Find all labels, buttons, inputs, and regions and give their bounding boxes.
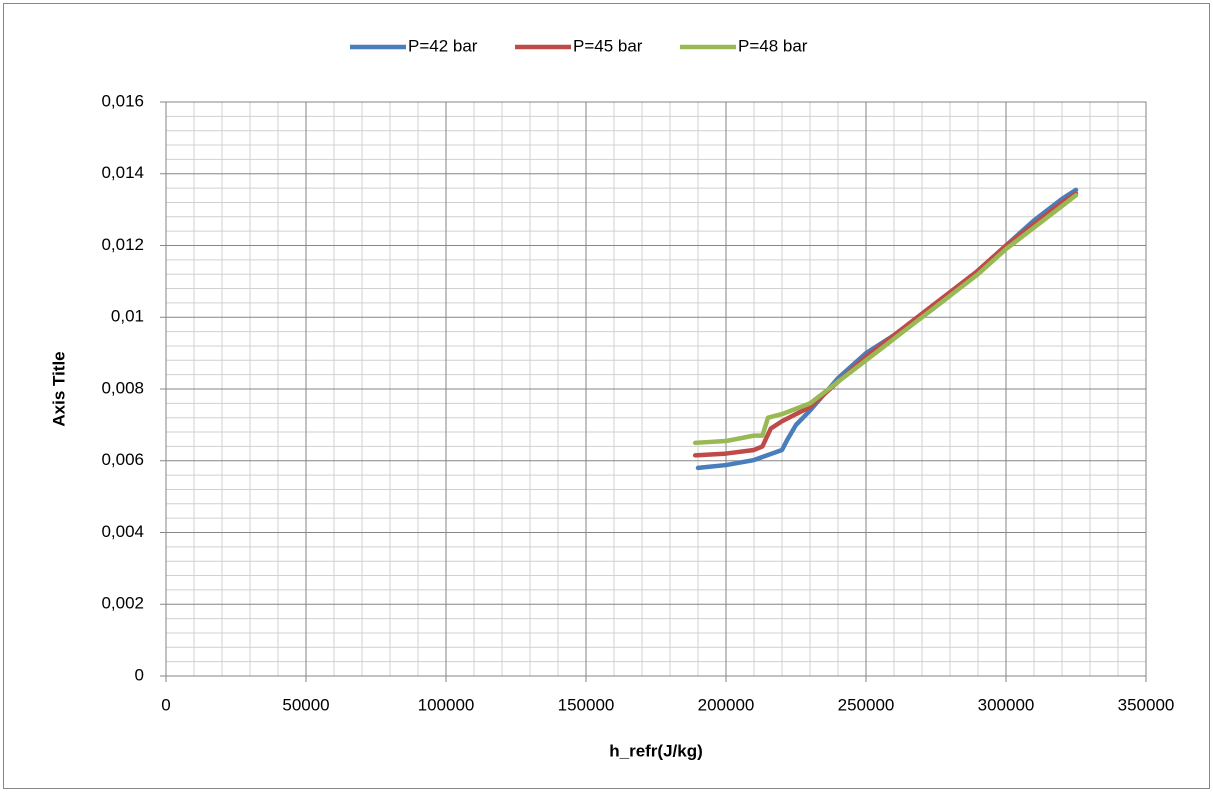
x-tick-label: 100000 xyxy=(418,695,475,714)
x-tick-label: 350000 xyxy=(1118,695,1175,714)
chart-border xyxy=(3,3,1210,789)
legend-label: P=42 bar xyxy=(408,36,478,55)
plot-frame xyxy=(165,101,1147,677)
legend-label: P=48 bar xyxy=(738,36,808,55)
y-tick-label: 0,016 xyxy=(101,91,144,110)
x-tick-label: 50000 xyxy=(282,695,329,714)
y-tick-label: 0,01 xyxy=(111,307,144,326)
y-tick-label: 0 xyxy=(135,665,144,684)
series-line xyxy=(692,191,1079,458)
series-line xyxy=(692,193,1079,446)
y-tick-label: 0,014 xyxy=(101,163,144,182)
x-tick-label: 150000 xyxy=(558,695,615,714)
x-tick-label: 200000 xyxy=(698,695,755,714)
y-tick-label: 0,012 xyxy=(101,235,144,254)
y-axis-title: Axis Title xyxy=(49,351,68,426)
x-tick-label: 250000 xyxy=(838,695,895,714)
x-axis-title: h_refr(J/kg) xyxy=(609,741,703,760)
legend-label: P=45 bar xyxy=(573,36,643,55)
y-tick-label: 0,008 xyxy=(101,378,144,397)
y-tick-label: 0,002 xyxy=(101,594,144,613)
x-tick-label: 0 xyxy=(161,695,170,714)
y-tick-label: 0,004 xyxy=(101,522,144,541)
x-tick-label: 300000 xyxy=(978,695,1035,714)
y-tick-label: 0,006 xyxy=(101,450,144,469)
